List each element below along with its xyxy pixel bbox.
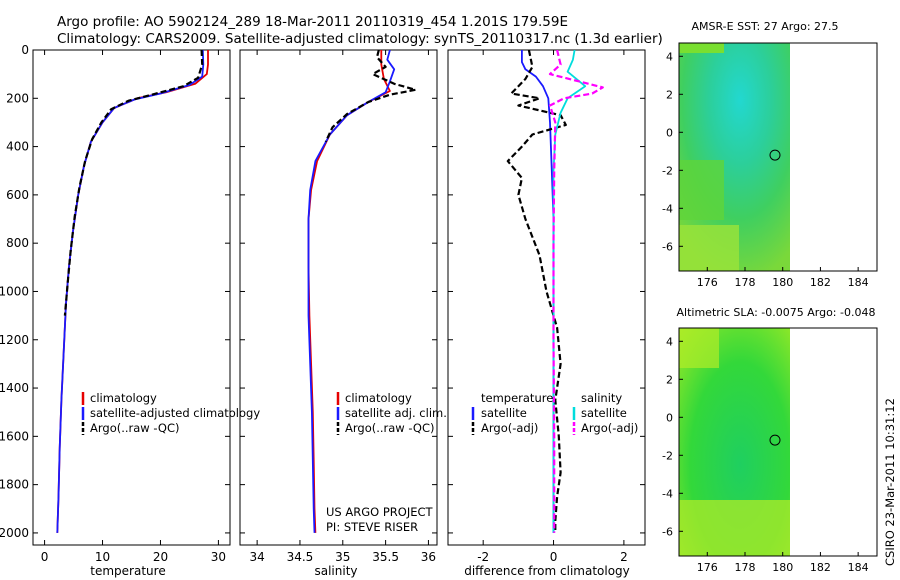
legend-label-climatology: climatology bbox=[345, 391, 412, 405]
map-x-tick-label: 176 bbox=[697, 276, 718, 289]
difference-xlabel: difference from climatology bbox=[464, 564, 630, 578]
project-annotation: US ARGO PROJECT bbox=[326, 505, 434, 519]
sla-heatmap-patch bbox=[679, 500, 790, 556]
x-tick-label: 0 bbox=[41, 550, 49, 564]
series-line-satellite-adj-clim- bbox=[307, 50, 396, 533]
sla-axes-frame bbox=[678, 327, 878, 557]
x-tick-label: 10 bbox=[95, 550, 110, 564]
map-y-tick-label: 2 bbox=[666, 373, 673, 386]
map-x-tick-label: 182 bbox=[810, 276, 831, 289]
legend-label-satellite-adj: satellite adj. clim. bbox=[345, 406, 447, 420]
series-line-salinity-argo-adj- bbox=[548, 50, 604, 533]
legend-label-climatology: climatology bbox=[90, 391, 157, 405]
map-y-tick-label: -2 bbox=[662, 449, 673, 462]
temperature-xlabel: temperature bbox=[90, 564, 165, 578]
sst-heatmap-patch bbox=[679, 43, 724, 53]
y-tick-label: 0 bbox=[21, 43, 29, 57]
salinity-legend: climatology satellite adj. clim. Argo(..… bbox=[336, 391, 447, 435]
y-tick-label: 1600 bbox=[0, 429, 29, 443]
salinity-axes-frame bbox=[239, 49, 438, 546]
map-y-tick-label: 4 bbox=[666, 335, 673, 348]
x-tick-label: 34.5 bbox=[287, 550, 314, 564]
map-x-tick-label: 180 bbox=[772, 276, 793, 289]
figure-title-line1: Argo profile: AO 5902124_289 18-Mar-2011… bbox=[57, 14, 568, 30]
y-tick-label: 1800 bbox=[0, 478, 29, 492]
map-y-tick-label: -4 bbox=[662, 202, 673, 215]
series-line-salinity-satellite bbox=[552, 50, 587, 533]
legend-label-satellite-adjusted: satellite-adjusted climatology bbox=[90, 406, 260, 420]
legend-title-salinity: salinity bbox=[581, 391, 622, 405]
y-tick-label: 1400 bbox=[0, 381, 29, 395]
x-tick-label: 30 bbox=[211, 550, 226, 564]
map-x-tick-label: 182 bbox=[810, 561, 831, 574]
map-y-tick-label: -4 bbox=[662, 487, 673, 500]
temperature-legend: climatology satellite-adjusted climatolo… bbox=[81, 391, 260, 435]
map-y-tick-label: -6 bbox=[662, 525, 673, 538]
salinity-xlabel: salinity bbox=[314, 564, 357, 578]
y-tick-label: 800 bbox=[6, 236, 29, 250]
legend-label-temp-satellite: satellite bbox=[481, 406, 527, 420]
figure-title-line2: Climatology: CARS2009. Satellite-adjuste… bbox=[57, 31, 663, 47]
sla-map-panel: Altimetric SLA: -0.0075 Argo: -0.048 176… bbox=[662, 306, 878, 574]
sst-heatmap-patch bbox=[679, 160, 724, 220]
map-x-tick-label: 184 bbox=[848, 561, 869, 574]
map-x-tick-label: 180 bbox=[772, 561, 793, 574]
sst-map-title: AMSR-E SST: 27 Argo: 27.5 bbox=[691, 20, 838, 33]
x-tick-label: 2 bbox=[620, 550, 628, 564]
sla-float-marker bbox=[769, 434, 781, 446]
temperature-panel: 0 10 20 30 0 200 400 600 800 1000 1200 1400 1600 180… bbox=[0, 43, 260, 578]
map-x-tick-label: 178 bbox=[735, 276, 756, 289]
difference-legend: temperature satellite Argo(-adj) salinit… bbox=[471, 391, 638, 435]
map-y-tick-label: -6 bbox=[662, 240, 673, 253]
map-x-tick-label: 176 bbox=[697, 561, 718, 574]
map-x-tick-label: 184 bbox=[848, 276, 869, 289]
sla-map-title: Altimetric SLA: -0.0075 Argo: -0.048 bbox=[677, 306, 876, 319]
x-tick-label: 20 bbox=[153, 550, 168, 564]
x-tick-label: 34 bbox=[249, 550, 264, 564]
x-tick-label: 0 bbox=[550, 550, 558, 564]
legend-label-argo: Argo(..raw -QC) bbox=[90, 421, 180, 435]
sst-map-panel: AMSR-E SST: 27 Argo: 27.5 176 178 180 182 18… bbox=[662, 20, 878, 289]
y-tick-label: 600 bbox=[6, 188, 29, 202]
difference-axes-frame bbox=[447, 49, 646, 546]
y-tick-label: 200 bbox=[6, 91, 29, 105]
series-line-climatology bbox=[56, 50, 209, 533]
legend-label-sal-satellite: satellite bbox=[581, 406, 627, 420]
sst-axes-frame bbox=[678, 42, 878, 272]
x-tick-label: 35.5 bbox=[372, 550, 399, 564]
sst-heatmap-patch bbox=[679, 225, 739, 271]
map-y-tick-label: 2 bbox=[666, 88, 673, 101]
series-line-satellite-adjusted-climatology bbox=[56, 50, 205, 533]
pi-annotation: PI: STEVE RISER bbox=[326, 520, 418, 534]
y-tick-label: 1000 bbox=[0, 284, 29, 298]
x-tick-label: -2 bbox=[477, 550, 489, 564]
y-tick-label: 1200 bbox=[0, 333, 29, 347]
series-line-argo-raw-qc- bbox=[324, 50, 417, 143]
legend-label-sal-argo: Argo(-adj) bbox=[581, 421, 638, 435]
salinity-panel: 34 34.5 35 35.5 36 salinity climatology sate… bbox=[239, 49, 447, 578]
series-line-temperature-argo-adj- bbox=[506, 50, 567, 533]
y-tick-label: 2000 bbox=[0, 526, 29, 540]
series-line-argo-raw-qc- bbox=[63, 50, 204, 316]
x-tick-label: 35 bbox=[335, 550, 350, 564]
series-line-climatology bbox=[307, 50, 391, 533]
sla-heatmap-patch bbox=[679, 328, 719, 368]
series-line-temperature-satellite bbox=[521, 50, 555, 533]
map-y-tick-label: -2 bbox=[662, 164, 673, 177]
map-y-tick-label: 4 bbox=[666, 50, 673, 63]
map-x-tick-label: 178 bbox=[735, 561, 756, 574]
legend-title-temperature: temperature bbox=[481, 391, 553, 405]
csiro-timestamp: CSIRO 23-Mar-2011 10:31:12 bbox=[883, 398, 897, 566]
sst-float-marker bbox=[769, 149, 781, 161]
legend-label-argo: Argo(..raw -QC) bbox=[345, 421, 435, 435]
map-y-tick-label: 0 bbox=[666, 411, 673, 424]
y-tick-label: 400 bbox=[6, 140, 29, 154]
legend-label-temp-argo: Argo(-adj) bbox=[481, 421, 538, 435]
x-tick-label: 36 bbox=[421, 550, 436, 564]
difference-panel: -2 0 2 difference from climatology tempera… bbox=[447, 49, 646, 578]
temperature-axes-frame bbox=[32, 49, 231, 546]
map-y-tick-label: 0 bbox=[666, 126, 673, 139]
